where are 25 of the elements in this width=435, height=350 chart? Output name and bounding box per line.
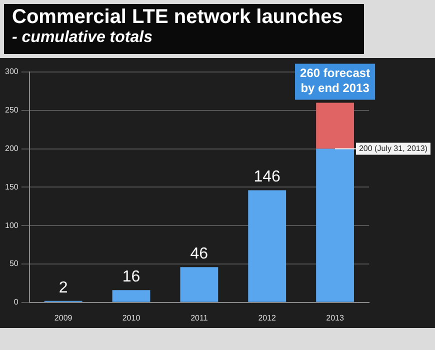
bar (316, 102, 354, 149)
x-tick-label: 2012 (258, 313, 277, 322)
x-tick-label: 2013 (326, 313, 344, 322)
chart-subtitle: - cumulative totals (12, 29, 154, 47)
y-tick-label: 200 (4, 144, 19, 154)
data-label: 2 (58, 279, 68, 296)
bar (316, 148, 354, 302)
y-tick-label: 50 (9, 259, 19, 268)
y-tick-label: 150 (4, 182, 19, 192)
data-label: 146 (254, 168, 281, 186)
bar (180, 267, 218, 302)
annotation: 260 forecast by end 2013 (300, 66, 370, 96)
bar (248, 190, 286, 302)
data-label: 46 (190, 245, 208, 262)
x-tick-label: 2009 (54, 313, 73, 322)
x-tick-label: 2010 (122, 313, 141, 322)
annotation: 200 (July 31, 2013) (358, 144, 428, 154)
x-tick-label: 2011 (190, 313, 208, 322)
y-tick-label: 300 (4, 67, 19, 76)
y-tick-label: 250 (4, 106, 19, 115)
y-tick-label: 100 (4, 220, 19, 230)
bar (112, 290, 150, 302)
chart-title: Commercial LTE network launches (12, 6, 344, 29)
y-tick-label: 0 (14, 298, 19, 307)
data-label: 16 (122, 268, 140, 286)
